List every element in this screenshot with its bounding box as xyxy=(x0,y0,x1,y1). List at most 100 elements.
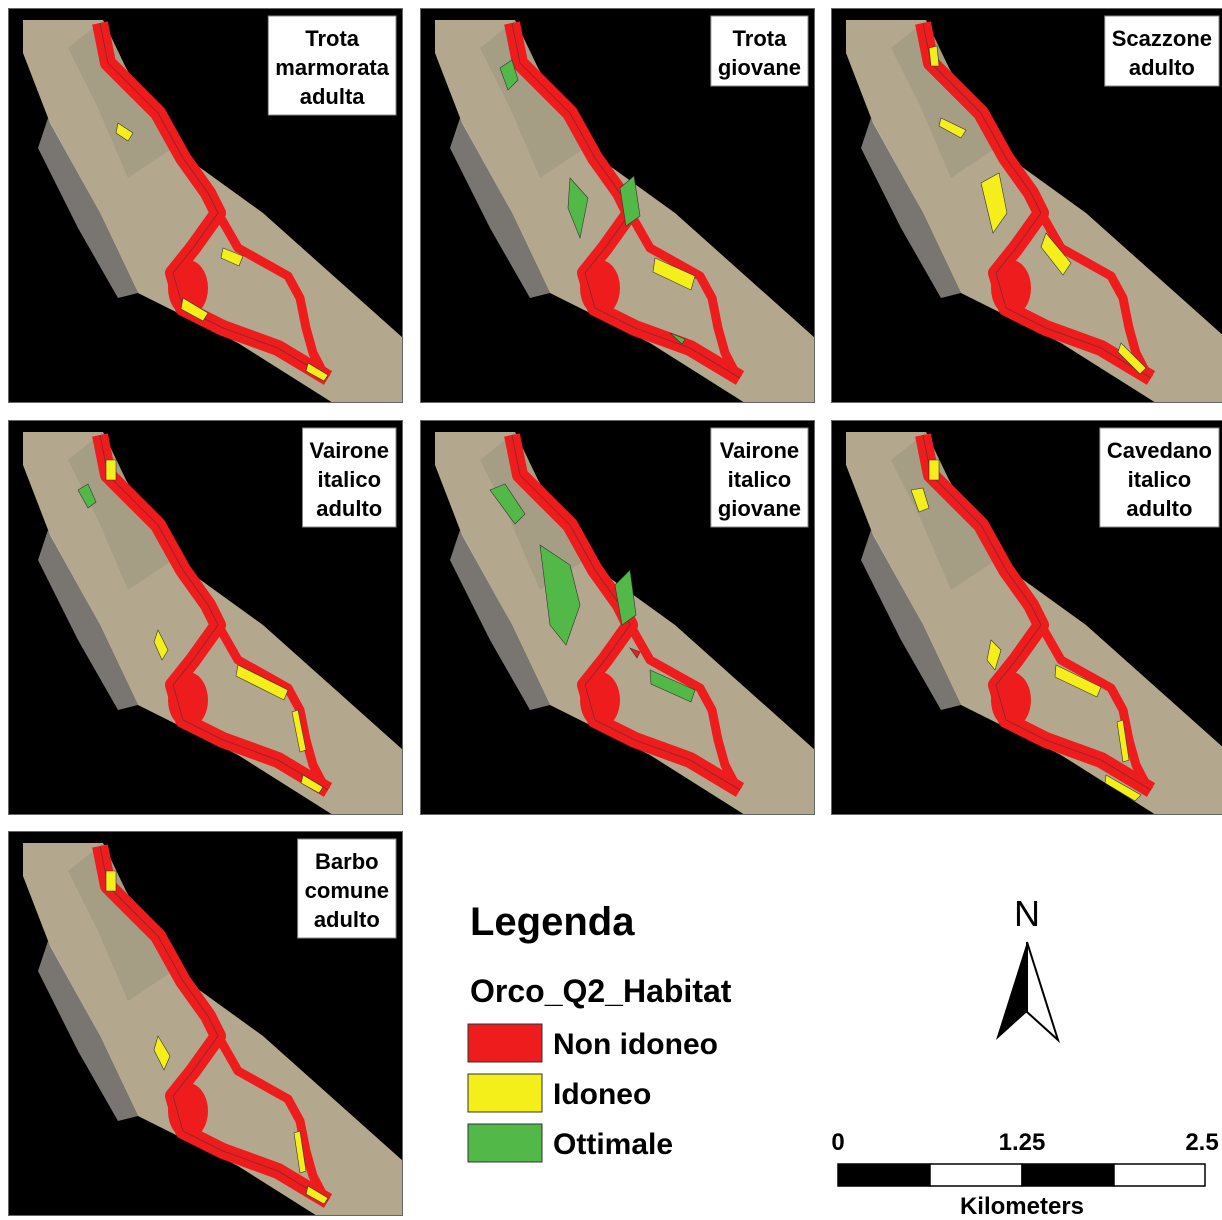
river-pool xyxy=(168,1083,208,1139)
habitat-patch xyxy=(652,257,696,291)
river-pool xyxy=(580,672,620,728)
scale-label: 1.25 xyxy=(999,1129,1046,1156)
map-panel: Trota giovane xyxy=(420,8,815,403)
habitat-patch xyxy=(938,117,967,139)
river xyxy=(626,210,742,381)
scale-bar xyxy=(837,1163,1206,1187)
panel-title-box xyxy=(297,838,397,939)
aerial-field xyxy=(480,432,585,590)
habitat-patch xyxy=(928,459,940,481)
habitat-patch xyxy=(305,1185,329,1205)
panel-title: Vairone italico giovane xyxy=(718,438,801,521)
river-outline xyxy=(99,434,329,791)
habitat-patch xyxy=(1116,719,1130,763)
north-arrow xyxy=(996,941,1061,1044)
river-pool xyxy=(168,260,208,316)
map-panel: Cavedano italico adulto xyxy=(831,420,1222,815)
scale-unit: Kilometers xyxy=(960,1193,1084,1220)
river-outline xyxy=(99,845,329,1202)
river-pool xyxy=(168,672,208,728)
river-pool xyxy=(991,672,1031,728)
panel-title-line: adulto xyxy=(1126,496,1192,521)
legend-label: Idoneo xyxy=(553,1078,651,1111)
habitat-patch xyxy=(1054,664,1102,698)
river-pool xyxy=(991,260,1031,316)
panel-title-line: adulto xyxy=(314,907,380,932)
habitat-patch xyxy=(105,459,117,481)
river xyxy=(1037,210,1153,381)
habitat-patch xyxy=(649,669,696,703)
habitat-patch xyxy=(489,483,526,525)
habitat-patch xyxy=(928,45,940,67)
habitat-patch xyxy=(1117,342,1147,375)
habitat-patch xyxy=(1104,774,1142,802)
panel-title-line: Trota xyxy=(305,26,360,51)
panel-title-line: marmorata xyxy=(275,55,389,80)
legend-layer: Orco_Q2_Habitat xyxy=(470,973,732,1009)
map-content xyxy=(831,420,1222,815)
habitat-patch xyxy=(629,647,641,659)
legend-label: Non idoneo xyxy=(553,1028,718,1061)
river-outline xyxy=(511,434,741,791)
panel-title-box xyxy=(1104,15,1220,87)
habitat-patch xyxy=(180,297,209,322)
panel-title-line: comune xyxy=(305,878,389,903)
habitat-patch xyxy=(499,59,519,91)
panel-title-line: italico xyxy=(728,467,792,492)
habitat-patch xyxy=(105,870,117,892)
habitat-patch xyxy=(1040,232,1072,276)
panel-title-line: italico xyxy=(1128,467,1192,492)
habitat-patch xyxy=(220,247,244,267)
habitat-patch xyxy=(77,483,97,509)
aerial-field xyxy=(891,20,996,178)
river xyxy=(214,1033,330,1204)
panel-border xyxy=(8,831,403,1216)
habitat-patch xyxy=(291,709,307,753)
habitat-patch xyxy=(910,487,930,513)
aerial-urban xyxy=(861,118,961,298)
panel-border xyxy=(831,8,1222,403)
north-label: N xyxy=(1014,893,1040,934)
aerial-field xyxy=(68,432,173,590)
aerial-urban xyxy=(38,530,138,710)
panel-title: Trota giovane xyxy=(718,26,801,80)
scale-label: 2.5 xyxy=(1185,1129,1218,1156)
habitat-patch xyxy=(115,122,134,142)
river-outline xyxy=(99,22,329,379)
habitat-patch xyxy=(305,362,329,382)
aerial-field xyxy=(68,20,173,178)
habitat-patch xyxy=(153,629,169,661)
panel-title-line: giovane xyxy=(718,496,801,521)
aerial-urban xyxy=(450,530,550,710)
panel-title-line: adulta xyxy=(300,84,366,109)
panel-border xyxy=(831,420,1222,815)
panel-border xyxy=(8,8,403,403)
habitat-patch xyxy=(153,1035,171,1071)
map-panel: Vairone italico giovane xyxy=(420,420,815,815)
map-panel: Trota marmorata adulta xyxy=(8,8,403,403)
river-outline xyxy=(922,434,1152,791)
aerial-field xyxy=(480,20,585,178)
legend-swatch xyxy=(467,1073,543,1113)
legend-title: Legenda xyxy=(470,900,635,944)
panel-title: Vairone italico adulto xyxy=(310,438,389,521)
panel-title-line: Barbo xyxy=(315,849,379,874)
aerial-field xyxy=(891,432,996,590)
river xyxy=(214,622,330,793)
panel-title-line: Vairone xyxy=(720,438,799,463)
panel-title-line: adulto xyxy=(1129,55,1195,80)
panel-border xyxy=(420,8,815,403)
panel-title-line: Vairone xyxy=(310,438,389,463)
panel-title: Scazzone adulto xyxy=(1112,26,1212,80)
habitat-patch xyxy=(300,774,324,794)
habitat-patch xyxy=(293,1130,307,1174)
panel-title-box xyxy=(1099,427,1220,528)
aerial-urban xyxy=(38,118,138,298)
map-panel: Vairone italico adulto xyxy=(8,420,403,815)
river-pool xyxy=(580,260,620,316)
panel-title-box xyxy=(267,15,397,116)
legend-swatch xyxy=(467,1123,543,1163)
habitat-patch xyxy=(980,172,1008,234)
habitat-patch xyxy=(614,569,637,626)
